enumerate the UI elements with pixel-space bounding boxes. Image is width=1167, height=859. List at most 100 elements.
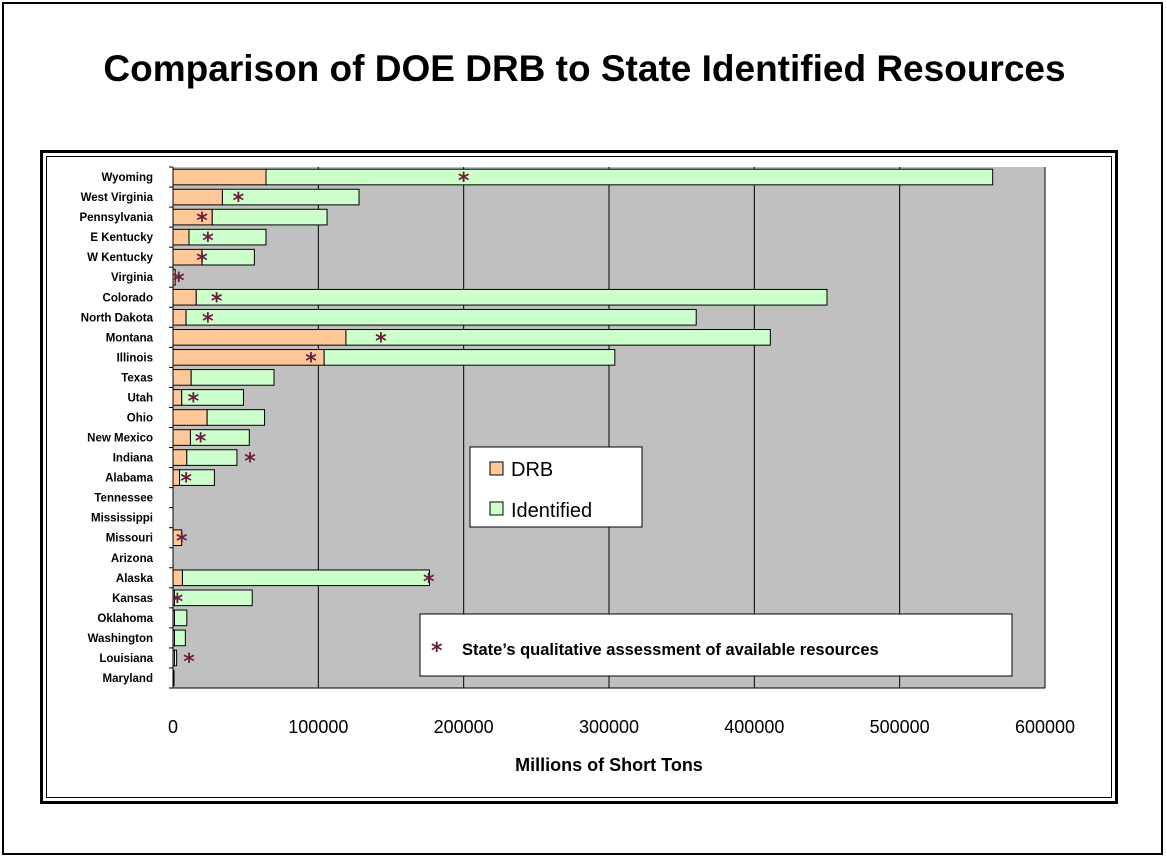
category-label: West Virginia	[81, 192, 154, 204]
star-marker: *	[173, 269, 185, 294]
star-marker: *	[196, 249, 208, 274]
star-marker: *	[172, 590, 184, 615]
bar-identified	[173, 629, 186, 647]
bar-drb	[172, 308, 187, 326]
star-marker: *	[423, 570, 435, 595]
bar-drb	[172, 449, 188, 466]
x-tick-label: 200000	[434, 717, 494, 737]
legend-swatch-identified	[489, 501, 504, 516]
bar-identified	[265, 168, 994, 186]
bar-identified	[211, 208, 328, 226]
bar-drb	[172, 268, 176, 286]
x-tick-label: 300000	[579, 717, 639, 737]
x-tick-label: 400000	[724, 717, 784, 737]
legend-swatch-drb	[489, 461, 504, 476]
bar-identified	[179, 469, 215, 486]
category-label: Texas	[121, 372, 153, 384]
bar-identified	[186, 449, 238, 466]
category-labels: Wyoming West Virginia Pennsylvania E Kentuc…	[79, 172, 153, 685]
bar-identified	[190, 369, 275, 386]
star-marker: *	[375, 329, 387, 354]
category-label: Maryland	[103, 673, 154, 685]
bar-identified	[188, 228, 267, 246]
bar-identified	[181, 389, 244, 406]
category-label: Washington	[88, 633, 153, 645]
bar-identified	[185, 308, 697, 326]
bar-drb	[172, 569, 183, 587]
star-marker: *	[233, 189, 245, 214]
category-label: New Mexico	[87, 433, 153, 445]
category-label: Arizona	[111, 553, 154, 565]
category-label: Utah	[127, 392, 153, 404]
bar-identified	[189, 429, 250, 446]
bar-identified	[323, 349, 616, 366]
star-marker: *	[211, 289, 223, 314]
category-label: Alabama	[105, 473, 154, 485]
category-label: Kansas	[112, 593, 153, 605]
gridlines	[169, 166, 1046, 689]
category-label: Alaska	[116, 573, 154, 585]
slide-title: Comparison of DOE DRB to State Identifie…	[103, 48, 1066, 89]
category-label: Ohio	[127, 412, 153, 424]
star-marker: *	[176, 530, 188, 555]
bar-identified	[206, 409, 266, 426]
bar-identified	[345, 329, 771, 346]
x-tick-label: 500000	[870, 717, 930, 737]
bar-drb	[172, 429, 191, 446]
bar-identified	[173, 649, 178, 667]
category-label: W Kentucky	[87, 252, 153, 264]
bar-drb	[172, 168, 267, 186]
category-label: Pennsylvania	[79, 212, 153, 224]
bar-drb	[172, 389, 183, 406]
x-tick-label: 0	[168, 717, 178, 737]
bar-drb	[172, 329, 347, 346]
category-label: Colorado	[103, 292, 153, 304]
x-tick-labels: 0 100000 200000 300000 400000 500000 600000	[168, 717, 1075, 737]
star-marker: *	[188, 389, 200, 414]
category-label: Missouri	[106, 533, 153, 545]
star-marker: *	[196, 209, 208, 234]
category-label: Virginia	[111, 272, 154, 284]
bar-identified	[181, 569, 431, 587]
category-label: Mississippi	[91, 513, 153, 525]
star-marker: *	[183, 650, 195, 675]
bar-identified	[173, 589, 253, 607]
x-tick-label: 600000	[1015, 717, 1075, 737]
x-axis-label: Millions of Short Tons	[515, 755, 703, 775]
annotation-star-icon: *	[431, 639, 443, 664]
star-marker: *	[202, 229, 214, 254]
bar-drb	[172, 469, 181, 486]
star-marker: *	[244, 450, 256, 475]
star-marker: *	[195, 430, 207, 455]
category-label: Louisiana	[99, 653, 153, 665]
annotation-text: State’s qualitative assessment of availa…	[462, 641, 879, 659]
category-label: E Kentucky	[90, 232, 153, 244]
bar-identified	[195, 288, 828, 306]
star-marker: *	[180, 470, 192, 495]
star-markers: ******************	[172, 169, 470, 675]
category-label: Wyoming	[101, 172, 153, 184]
category-label: Illinois	[117, 352, 153, 364]
bar-drb	[172, 188, 223, 206]
category-label: Oklahoma	[97, 613, 153, 625]
chart-frame-inner	[46, 156, 1112, 798]
annotation-box: * State’s qualitative assessment of avai…	[419, 613, 1013, 677]
star-marker: *	[305, 349, 317, 374]
bar-identified	[173, 609, 188, 627]
annotation-frame	[419, 613, 1013, 677]
star-marker: *	[202, 309, 214, 334]
bar-drb	[172, 349, 325, 366]
star-marker: *	[458, 169, 470, 194]
legend-label-drb: DRB	[511, 459, 553, 481]
chart-frame	[40, 150, 1118, 804]
bar-identified	[221, 188, 360, 206]
bar-drb	[172, 529, 183, 547]
bar-drb	[172, 228, 190, 246]
category-label: Tennessee	[94, 493, 153, 505]
category-label: North Dakota	[81, 312, 154, 324]
bars	[172, 168, 994, 687]
bar-drb	[172, 369, 192, 386]
x-tick-label: 100000	[288, 717, 348, 737]
legend: DRB Identified	[469, 446, 643, 528]
